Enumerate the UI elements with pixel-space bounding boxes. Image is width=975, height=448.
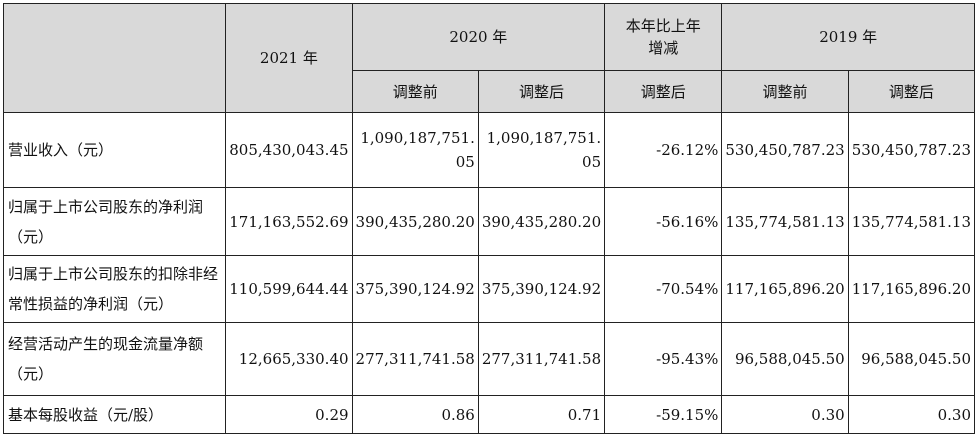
cell-2019-after: 530,450,787.23 <box>847 112 975 188</box>
cell-2021: 0.29 <box>225 395 353 434</box>
row-label: 归属于上市公司股东的净利润（元） <box>2 187 227 256</box>
header-2019-after: 调整后 <box>847 70 975 113</box>
header-2020-after: 调整后 <box>477 70 606 113</box>
cell-2019-before: 0.30 <box>721 395 849 434</box>
header-2020: 2020 年 <box>351 3 606 71</box>
cell-2021: 171,163,552.69 <box>225 187 353 256</box>
cell-yoy: -26.12% <box>604 112 723 188</box>
cell-2020-after: 277,311,741.58 <box>477 322 606 396</box>
cell-2020-before: 1,090,187,751.05 <box>351 112 479 188</box>
row-label: 归属于上市公司股东的扣除非经常性损益的净利润（元） <box>2 255 227 323</box>
table-row: 经营活动产生的现金流量净额（元） 12,665,330.40 277,311,7… <box>2 322 975 396</box>
table-row: 基本每股收益（元/股） 0.29 0.86 0.71 -59.15% 0.30 … <box>2 395 975 434</box>
table-row: 归属于上市公司股东的扣除非经常性损益的净利润（元） 110,599,644.44… <box>2 255 975 323</box>
cell-2019-after: 96,588,045.50 <box>847 322 975 396</box>
cell-2019-after: 117,165,896.20 <box>847 255 975 323</box>
cell-2020-before: 277,311,741.58 <box>351 322 479 396</box>
table-row: 归属于上市公司股东的净利润（元） 171,163,552.69 390,435,… <box>2 187 975 256</box>
cell-2019-before: 530,450,787.23 <box>721 112 849 188</box>
header-yoy: 本年比上年增减 <box>604 3 723 71</box>
cell-2020-before: 0.86 <box>351 395 479 434</box>
header-yoy-after: 调整后 <box>604 70 723 113</box>
row-label: 基本每股收益（元/股） <box>2 395 227 434</box>
cell-2019-before: 117,165,896.20 <box>721 255 849 323</box>
header-2020-before: 调整前 <box>351 70 479 113</box>
header-blank <box>2 3 227 113</box>
cell-2020-before: 375,390,124.92 <box>351 255 479 323</box>
row-label: 营业收入（元） <box>2 112 227 188</box>
cell-2021: 110,599,644.44 <box>225 255 353 323</box>
header-2019-before: 调整前 <box>721 70 849 113</box>
cell-yoy: -56.16% <box>604 187 723 256</box>
financial-summary-table: 2021 年 2020 年 本年比上年增减 2019 年 调整前 调整后 调整后… <box>2 3 975 434</box>
cell-yoy: -95.43% <box>604 322 723 396</box>
row-label: 经营活动产生的现金流量净额（元） <box>2 322 227 396</box>
cell-2020-after: 0.71 <box>477 395 606 434</box>
cell-2021: 12,665,330.40 <box>225 322 353 396</box>
cell-2020-after: 1,090,187,751.05 <box>477 112 606 188</box>
cell-2021: 805,430,043.45 <box>225 112 353 188</box>
cell-yoy: -70.54% <box>604 255 723 323</box>
cell-2019-after: 0.30 <box>847 395 975 434</box>
cell-2020-before: 390,435,280.20 <box>351 187 479 256</box>
cell-2020-after: 375,390,124.92 <box>477 255 606 323</box>
cell-2020-after: 390,435,280.20 <box>477 187 606 256</box>
cell-2019-before: 135,774,581.13 <box>721 187 849 256</box>
header-2021: 2021 年 <box>225 3 353 113</box>
cell-2019-after: 135,774,581.13 <box>847 187 975 256</box>
cell-2019-before: 96,588,045.50 <box>721 322 849 396</box>
table-row: 营业收入（元） 805,430,043.45 1,090,187,751.05 … <box>2 112 975 188</box>
header-2019: 2019 年 <box>721 3 975 71</box>
cell-yoy: -59.15% <box>604 395 723 434</box>
